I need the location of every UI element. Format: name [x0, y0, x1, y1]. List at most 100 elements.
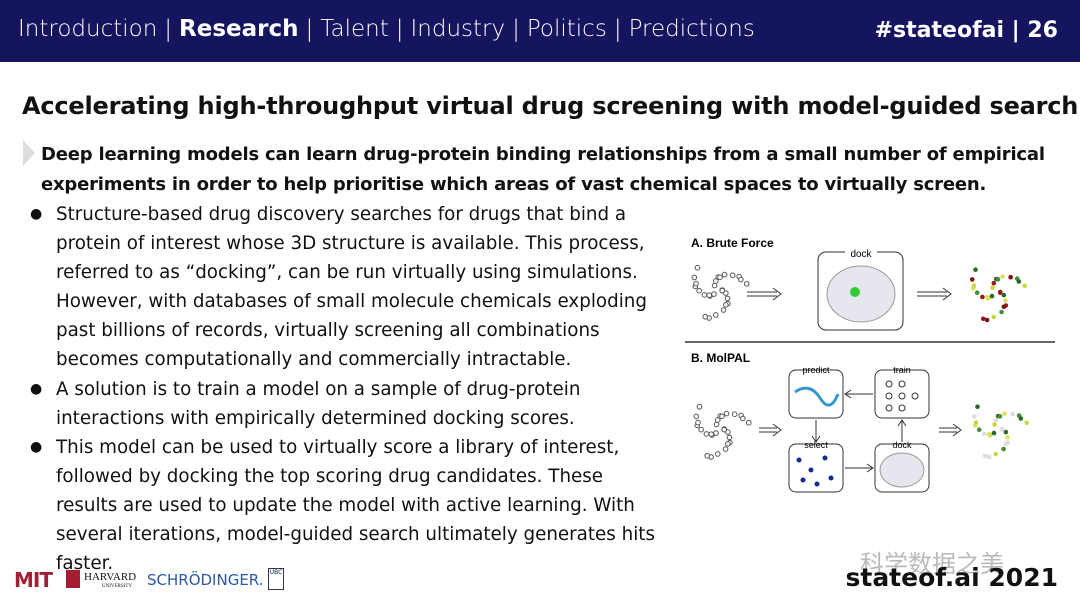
dot — [1005, 435, 1010, 440]
watermark: 科学数据之美 — [860, 550, 1004, 578]
dot — [693, 280, 699, 287]
dot — [982, 431, 987, 437]
separator: | — [164, 16, 173, 42]
dot — [713, 421, 720, 428]
bullet: Structure-based drug discovery searches … — [30, 200, 660, 375]
dot — [993, 417, 999, 423]
dot — [712, 312, 719, 318]
dot — [721, 271, 728, 278]
dot — [999, 427, 1005, 432]
dot — [711, 291, 717, 297]
dot — [997, 290, 1003, 295]
separator: | — [305, 16, 314, 42]
header: Introduction | Research | Talent | Industry | Po… — [0, 0, 1080, 62]
dot — [969, 277, 975, 282]
dot — [1016, 279, 1022, 284]
dot — [702, 313, 709, 320]
dot — [725, 440, 731, 447]
dot — [980, 316, 986, 322]
dot — [997, 414, 1003, 419]
dot — [706, 292, 713, 298]
dot — [974, 290, 980, 295]
dot — [973, 420, 979, 425]
dot — [1008, 274, 1013, 280]
shield — [66, 570, 80, 588]
separator: | — [395, 16, 404, 42]
protein — [826, 265, 896, 323]
nav-item[interactable]: Predictions — [628, 16, 755, 42]
nav-item[interactable]: Research — [179, 16, 299, 42]
label-bg — [845, 248, 877, 258]
dot — [1001, 292, 1007, 298]
dot — [691, 274, 698, 281]
ligand — [850, 287, 860, 297]
bullets: Structure-based drug discovery searches … — [30, 200, 660, 578]
dot — [724, 295, 731, 302]
brand: stateof.ai 2021 — [845, 563, 1058, 592]
dot — [991, 314, 997, 320]
arrow — [917, 287, 952, 301]
logo: HARVARD — [84, 571, 137, 583]
dot — [701, 292, 708, 298]
figure: A. Brute Force dock B. MolPAL predict tr… — [685, 236, 1055, 493]
dot — [1018, 416, 1024, 421]
dot — [973, 267, 978, 273]
dot — [714, 451, 721, 457]
dot — [1024, 420, 1030, 426]
box-label: train — [893, 365, 911, 375]
dot — [984, 294, 990, 300]
dot — [722, 446, 729, 452]
molecules — [693, 403, 752, 460]
arrow — [939, 423, 962, 437]
dot — [1003, 298, 1008, 303]
logo: MIT — [14, 568, 53, 592]
dot — [1003, 429, 1009, 435]
dot — [696, 287, 702, 294]
dot — [971, 283, 977, 288]
logo: UNIVERSITY — [102, 584, 132, 589]
scored-molecules — [971, 404, 1030, 460]
dot — [695, 419, 701, 426]
arrow — [759, 423, 782, 437]
dot — [991, 430, 997, 436]
dot — [1000, 274, 1005, 279]
bullet: This model can be used to virtually scor… — [30, 433, 660, 578]
panel-label: B. MolPAL — [691, 351, 750, 365]
logo: UBC — [268, 568, 284, 590]
marker — [23, 140, 35, 166]
arrow — [747, 287, 782, 301]
dot — [990, 285, 995, 290]
dot — [1001, 446, 1006, 452]
cycle-arrows — [811, 389, 907, 473]
dot — [698, 426, 704, 433]
dot — [721, 426, 728, 433]
dot — [714, 417, 721, 423]
dot — [1010, 411, 1015, 417]
molecules — [691, 264, 750, 321]
dot — [720, 307, 727, 313]
dot — [713, 430, 719, 436]
protein — [879, 452, 925, 488]
nav-item[interactable]: Politics — [526, 16, 607, 42]
nav-item[interactable]: Industry — [410, 16, 506, 42]
bullet: A solution is to train a model on a samp… — [30, 375, 660, 433]
nav-item[interactable]: Introduction — [18, 16, 158, 42]
slide-tag: #stateofai | 26 — [874, 18, 1058, 43]
dot — [738, 276, 744, 283]
dot — [694, 264, 701, 271]
dot — [726, 434, 733, 441]
dot — [717, 274, 723, 281]
dot — [984, 317, 990, 323]
box-label: select — [804, 440, 828, 450]
dot — [703, 431, 710, 437]
nav-item[interactable]: Talent — [320, 16, 389, 42]
dot — [708, 431, 715, 437]
dot — [712, 278, 719, 284]
nav: Introduction | Research | Talent | Industry | Po… — [18, 16, 755, 42]
separator: | — [613, 16, 622, 42]
box-label: dock — [850, 249, 872, 260]
dot — [740, 415, 746, 422]
curve — [794, 386, 840, 407]
separator: | — [512, 16, 520, 42]
dot — [976, 427, 982, 432]
